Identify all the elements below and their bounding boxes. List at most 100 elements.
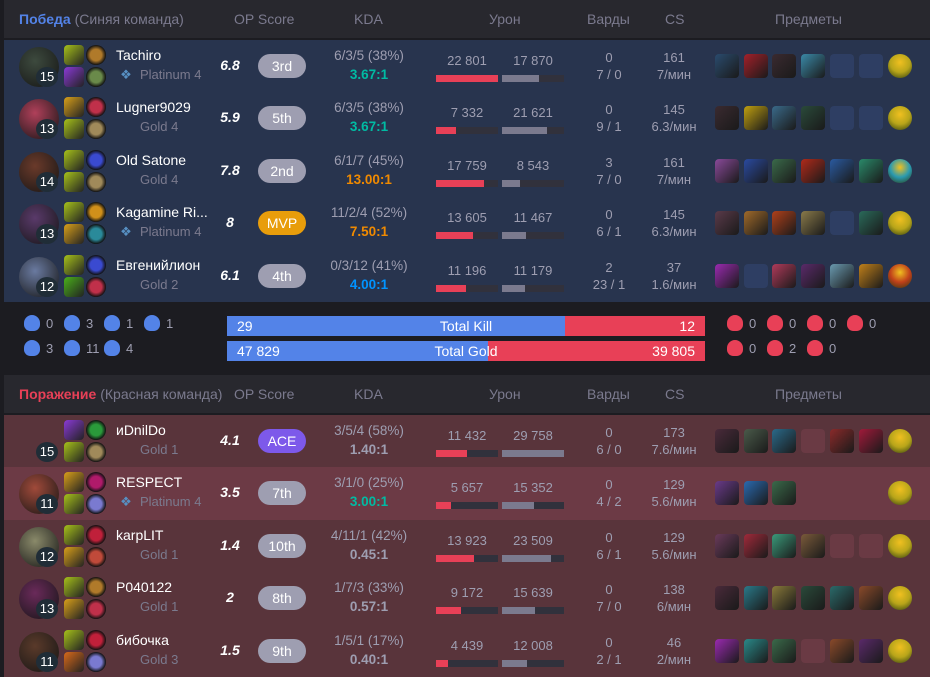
item-icon[interactable] xyxy=(858,586,883,611)
summoner-name[interactable]: Kagamine Ri... xyxy=(116,204,208,221)
summoner-name[interactable]: Old Satone xyxy=(116,151,187,168)
trinket-icon[interactable] xyxy=(888,429,912,453)
summoner-spell-icon[interactable] xyxy=(64,254,84,275)
item-icon[interactable] xyxy=(858,638,883,663)
summoner-spell-icon[interactable] xyxy=(64,524,84,545)
item-icon[interactable] xyxy=(772,533,797,558)
rune-icon[interactable] xyxy=(86,524,106,545)
trinket-icon[interactable] xyxy=(888,533,912,558)
rune-icon[interactable] xyxy=(86,651,106,672)
item-icon[interactable] xyxy=(715,638,739,663)
item-icon[interactable] xyxy=(772,54,797,78)
summoner-spell-icon[interactable] xyxy=(64,651,84,672)
rune-icon[interactable] xyxy=(86,202,106,223)
trinket-icon[interactable] xyxy=(888,106,912,131)
item-icon[interactable] xyxy=(715,481,739,506)
rune-icon[interactable] xyxy=(86,97,106,118)
summoner-spell-icon[interactable] xyxy=(64,67,84,87)
summoner-name[interactable]: Tachiro xyxy=(116,47,162,63)
rune-icon[interactable] xyxy=(86,442,106,462)
trinket-icon[interactable] xyxy=(888,158,912,183)
item-icon[interactable] xyxy=(858,211,883,236)
rune-icon[interactable] xyxy=(86,472,106,493)
summoner-spell-icon[interactable] xyxy=(64,442,84,462)
item-icon[interactable] xyxy=(743,106,768,131)
item-icon[interactable] xyxy=(772,106,797,131)
item-icon[interactable] xyxy=(743,586,768,611)
item-icon[interactable] xyxy=(772,263,797,288)
item-icon[interactable] xyxy=(801,263,826,288)
rune-icon[interactable] xyxy=(86,149,106,170)
summoner-spell-icon[interactable] xyxy=(64,629,84,650)
summoner-spell-icon[interactable] xyxy=(64,472,84,493)
item-icon[interactable] xyxy=(801,106,826,131)
rune-icon[interactable] xyxy=(86,546,106,567)
item-icon[interactable] xyxy=(715,211,739,236)
item-icon[interactable] xyxy=(772,211,797,236)
item-icon[interactable] xyxy=(715,429,739,453)
rune-icon[interactable] xyxy=(86,224,106,245)
summoner-spell-icon[interactable] xyxy=(64,119,84,140)
item-icon[interactable] xyxy=(801,586,826,611)
trinket-icon[interactable] xyxy=(888,481,912,506)
rune-icon[interactable] xyxy=(86,599,106,620)
trinket-icon[interactable] xyxy=(888,638,912,663)
item-icon[interactable] xyxy=(772,586,797,611)
item-icon[interactable] xyxy=(743,638,768,663)
item-icon[interactable] xyxy=(715,158,739,183)
summoner-spell-icon[interactable] xyxy=(64,494,84,515)
summoner-spell-icon[interactable] xyxy=(64,276,84,297)
item-icon[interactable] xyxy=(829,263,854,288)
item-icon[interactable] xyxy=(772,429,797,453)
summoner-name[interactable]: Lugner9029 xyxy=(116,99,191,116)
item-icon[interactable] xyxy=(858,263,883,288)
rune-icon[interactable] xyxy=(86,119,106,140)
item-icon[interactable] xyxy=(801,211,826,236)
rune-icon[interactable] xyxy=(86,45,106,65)
item-icon[interactable] xyxy=(801,54,826,78)
summoner-name[interactable]: P040122 xyxy=(116,579,173,596)
trinket-icon[interactable] xyxy=(888,586,912,611)
rune-icon[interactable] xyxy=(86,254,106,275)
item-icon[interactable] xyxy=(715,106,739,131)
item-icon[interactable] xyxy=(772,481,797,506)
item-icon[interactable] xyxy=(829,158,854,183)
item-icon[interactable] xyxy=(858,429,883,453)
rune-icon[interactable] xyxy=(86,67,106,87)
summoner-name[interactable]: RESPECT xyxy=(116,474,183,491)
item-icon[interactable] xyxy=(715,586,739,611)
summoner-name[interactable]: иDnilDo xyxy=(116,422,166,438)
rune-icon[interactable] xyxy=(86,577,106,598)
item-icon[interactable] xyxy=(743,533,768,558)
summoner-spell-icon[interactable] xyxy=(64,202,84,223)
item-icon[interactable] xyxy=(801,158,826,183)
rune-icon[interactable] xyxy=(86,276,106,297)
summoner-spell-icon[interactable] xyxy=(64,224,84,245)
item-icon[interactable] xyxy=(715,263,739,288)
trinket-icon[interactable] xyxy=(888,211,912,236)
item-icon[interactable] xyxy=(715,533,739,558)
summoner-spell-icon[interactable] xyxy=(64,171,84,192)
item-icon[interactable] xyxy=(743,481,768,506)
summoner-spell-icon[interactable] xyxy=(64,577,84,598)
item-icon[interactable] xyxy=(801,533,826,558)
item-icon[interactable] xyxy=(829,429,854,453)
summoner-spell-icon[interactable] xyxy=(64,149,84,170)
summoner-name[interactable]: karpLIT xyxy=(116,526,164,543)
summoner-name[interactable]: Евгенийлион xyxy=(116,256,201,273)
summoner-name[interactable]: бибочка xyxy=(116,631,169,648)
item-icon[interactable] xyxy=(743,211,768,236)
item-icon[interactable] xyxy=(772,158,797,183)
summoner-spell-icon[interactable] xyxy=(64,546,84,567)
item-icon[interactable] xyxy=(829,586,854,611)
item-icon[interactable] xyxy=(743,158,768,183)
summoner-spell-icon[interactable] xyxy=(64,45,84,65)
item-icon[interactable] xyxy=(858,158,883,183)
trinket-icon[interactable] xyxy=(888,263,912,288)
summoner-spell-icon[interactable] xyxy=(64,599,84,620)
item-icon[interactable] xyxy=(715,54,739,78)
rune-icon[interactable] xyxy=(86,171,106,192)
summoner-spell-icon[interactable] xyxy=(64,420,84,440)
item-icon[interactable] xyxy=(743,54,768,78)
summoner-spell-icon[interactable] xyxy=(64,97,84,118)
